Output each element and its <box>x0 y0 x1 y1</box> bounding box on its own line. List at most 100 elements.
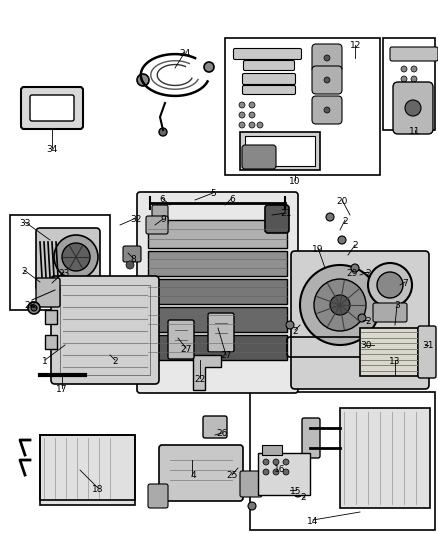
Bar <box>360 328 418 376</box>
FancyBboxPatch shape <box>159 445 243 501</box>
Circle shape <box>273 459 279 465</box>
Circle shape <box>401 76 407 82</box>
FancyBboxPatch shape <box>240 471 262 497</box>
Circle shape <box>239 102 245 108</box>
Circle shape <box>126 261 134 269</box>
Text: 2: 2 <box>21 266 27 276</box>
FancyBboxPatch shape <box>243 85 296 94</box>
Text: 15: 15 <box>290 487 302 496</box>
Text: 18: 18 <box>92 484 104 494</box>
Text: 34: 34 <box>46 144 58 154</box>
Text: 2: 2 <box>365 269 371 278</box>
Text: 16: 16 <box>274 464 286 473</box>
Text: 9: 9 <box>160 215 166 224</box>
FancyBboxPatch shape <box>30 95 74 121</box>
Circle shape <box>249 112 255 118</box>
Bar <box>148 307 287 332</box>
Circle shape <box>324 77 330 83</box>
Circle shape <box>411 66 417 72</box>
Circle shape <box>249 102 255 108</box>
Circle shape <box>263 469 269 475</box>
Circle shape <box>405 100 421 116</box>
Text: 30: 30 <box>360 342 372 351</box>
Circle shape <box>257 122 263 128</box>
Text: 27: 27 <box>180 344 192 353</box>
Polygon shape <box>193 355 221 390</box>
Text: 22: 22 <box>194 375 205 384</box>
FancyBboxPatch shape <box>244 61 294 70</box>
Text: 4: 4 <box>190 472 196 481</box>
Text: 25: 25 <box>226 472 238 481</box>
Text: 2: 2 <box>292 327 298 335</box>
Text: 29: 29 <box>346 269 358 278</box>
Circle shape <box>294 489 302 497</box>
Circle shape <box>324 55 330 61</box>
Text: 27: 27 <box>220 351 232 360</box>
Text: 31: 31 <box>422 342 434 351</box>
Bar <box>40 435 135 505</box>
Text: 24: 24 <box>180 49 191 58</box>
Bar <box>250 392 435 530</box>
Bar <box>148 251 287 276</box>
FancyBboxPatch shape <box>267 205 283 225</box>
Text: 33: 33 <box>19 219 31 228</box>
Circle shape <box>283 469 289 475</box>
Bar <box>60 285 150 375</box>
Text: 11: 11 <box>409 126 421 135</box>
Bar <box>148 279 287 304</box>
Text: 1: 1 <box>42 358 48 367</box>
Text: 3: 3 <box>394 302 400 311</box>
Circle shape <box>28 302 40 314</box>
Text: 2: 2 <box>112 357 118 366</box>
FancyBboxPatch shape <box>242 145 276 169</box>
Circle shape <box>351 264 359 272</box>
FancyBboxPatch shape <box>312 66 342 94</box>
Circle shape <box>338 236 346 244</box>
Circle shape <box>159 128 167 136</box>
Text: 2: 2 <box>342 216 348 225</box>
Text: 19: 19 <box>312 245 324 254</box>
Text: 23: 23 <box>58 269 70 278</box>
Bar <box>245 136 315 166</box>
FancyBboxPatch shape <box>21 87 83 129</box>
Circle shape <box>377 272 403 298</box>
Text: 17: 17 <box>56 384 68 393</box>
Text: 26: 26 <box>216 430 228 439</box>
Circle shape <box>314 279 366 331</box>
Circle shape <box>263 459 269 465</box>
FancyBboxPatch shape <box>390 47 438 61</box>
Circle shape <box>273 469 279 475</box>
Bar <box>383 38 435 130</box>
Bar <box>258 453 310 495</box>
Text: 7: 7 <box>402 279 408 287</box>
Bar <box>340 408 430 508</box>
Bar <box>148 335 287 360</box>
Bar <box>45 335 57 349</box>
Circle shape <box>204 62 214 72</box>
Text: 14: 14 <box>307 516 319 526</box>
FancyBboxPatch shape <box>123 246 141 262</box>
Circle shape <box>249 122 255 128</box>
Text: 28: 28 <box>25 302 35 311</box>
FancyBboxPatch shape <box>302 418 320 458</box>
Circle shape <box>411 76 417 82</box>
Bar <box>45 310 57 324</box>
Circle shape <box>31 305 37 311</box>
Bar <box>148 220 287 248</box>
FancyBboxPatch shape <box>146 216 168 234</box>
Circle shape <box>286 321 294 329</box>
Bar <box>240 132 320 170</box>
Text: 5: 5 <box>210 190 216 198</box>
FancyBboxPatch shape <box>148 484 168 508</box>
FancyBboxPatch shape <box>233 49 301 60</box>
Circle shape <box>358 314 366 322</box>
Text: 8: 8 <box>130 254 136 263</box>
Text: 2: 2 <box>365 317 371 326</box>
Text: 20: 20 <box>336 197 348 206</box>
Circle shape <box>368 263 412 307</box>
Bar <box>10 215 110 310</box>
Text: 2: 2 <box>352 241 358 251</box>
FancyBboxPatch shape <box>243 74 296 85</box>
Text: 6: 6 <box>229 195 235 204</box>
Circle shape <box>330 295 350 315</box>
